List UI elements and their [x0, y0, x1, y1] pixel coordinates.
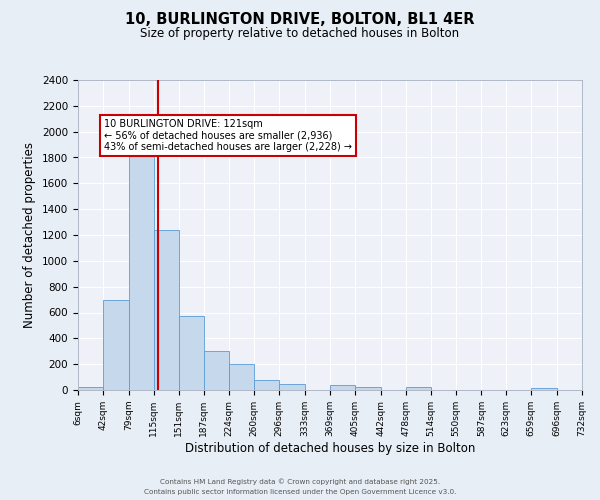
- Bar: [532, 388, 557, 390]
- Bar: [78, 388, 103, 390]
- Bar: [229, 364, 254, 390]
- Text: Size of property relative to detached houses in Bolton: Size of property relative to detached ho…: [140, 28, 460, 40]
- Bar: [128, 137, 154, 390]
- Text: Contains HM Land Registry data © Crown copyright and database right 2025.: Contains HM Land Registry data © Crown c…: [160, 478, 440, 485]
- Bar: [154, 230, 179, 390]
- Bar: [103, 300, 128, 390]
- Bar: [406, 388, 431, 390]
- Bar: [330, 386, 355, 390]
- Bar: [203, 351, 229, 390]
- X-axis label: Distribution of detached houses by size in Bolton: Distribution of detached houses by size …: [185, 442, 475, 454]
- Bar: [355, 387, 380, 390]
- Text: 10, BURLINGTON DRIVE, BOLTON, BL1 4ER: 10, BURLINGTON DRIVE, BOLTON, BL1 4ER: [125, 12, 475, 28]
- Text: Contains public sector information licensed under the Open Government Licence v3: Contains public sector information licen…: [144, 489, 456, 495]
- Bar: [280, 384, 305, 390]
- Y-axis label: Number of detached properties: Number of detached properties: [23, 142, 37, 328]
- Bar: [254, 380, 280, 390]
- Bar: [179, 316, 203, 390]
- Text: 10 BURLINGTON DRIVE: 121sqm
← 56% of detached houses are smaller (2,936)
43% of : 10 BURLINGTON DRIVE: 121sqm ← 56% of det…: [104, 118, 352, 152]
